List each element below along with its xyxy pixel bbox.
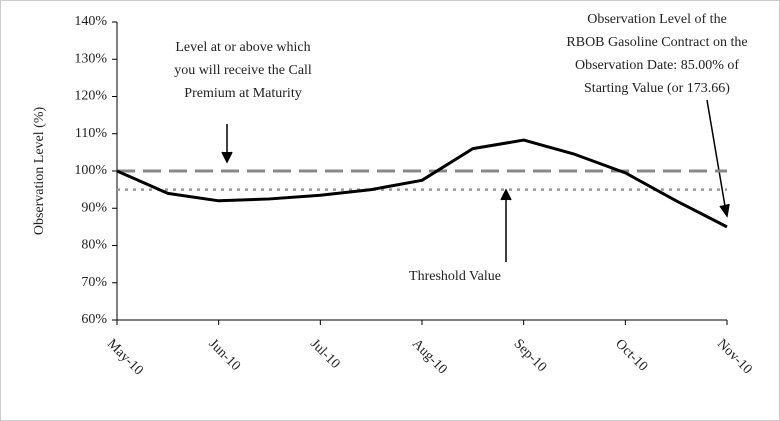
annotation: you will receive the Call (174, 63, 312, 78)
y-tick-label: 100% (74, 163, 107, 178)
y-tick-label: 60% (81, 312, 107, 327)
y-tick-label: 120% (74, 89, 107, 104)
annotation: RBOB Gasoline Contract on the (566, 35, 747, 50)
arrows (221, 99, 730, 262)
y-tick-label: 70% (81, 275, 107, 290)
annotation: Observation Date: 85.00% of (575, 58, 739, 73)
annotation: Observation Level of the (587, 12, 727, 27)
y-tick-label: 110% (75, 126, 107, 141)
y-tick-label: 80% (81, 238, 107, 253)
annotation: Starting Value (or 173.66) (584, 81, 730, 96)
data-line (116, 138, 728, 229)
y-tick-label: 130% (74, 51, 107, 66)
annotation: Level at or above which (175, 40, 310, 55)
annotation: Threshold Value (409, 269, 501, 284)
y-tick-label: 140% (74, 14, 107, 29)
y-axis-label: Observation Level (%) (32, 107, 47, 236)
y-tick-label: 90% (81, 200, 107, 215)
annotation: Premium at Maturity (184, 86, 301, 101)
